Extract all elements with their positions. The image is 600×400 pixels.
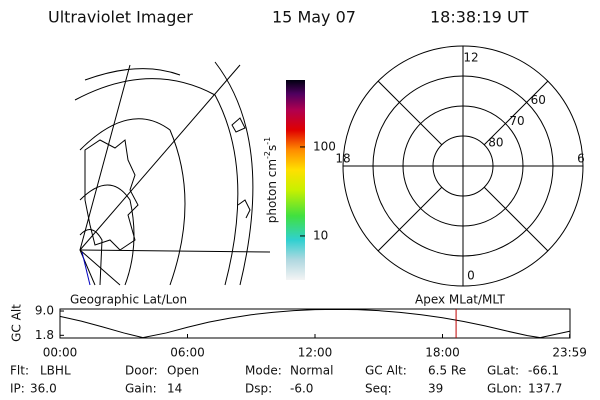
map-label: Geographic Lat/Lon [70, 293, 187, 307]
colorbar-tick-label: 10 [313, 228, 328, 242]
colorbar-label-sup: -2 [263, 151, 272, 159]
status-label: Seq: [365, 382, 392, 396]
altitude-line [59, 308, 570, 339]
status-value: 137.7 [528, 382, 562, 396]
x-tick-label: 23:59 [552, 346, 587, 360]
status-label: GLat: [487, 364, 519, 378]
y-tick-label: 1.8 [35, 328, 54, 342]
y-axis-label: GC Alt [10, 304, 24, 342]
x-tick-label: 00:00 [43, 346, 78, 360]
status-footer: Flt: LBHL Door: Open Mode: Normal GC Alt: 6.5 R… [10, 364, 562, 396]
polar-mlt-label: 6 [577, 152, 585, 166]
status-label: Gain: [125, 382, 157, 396]
polar-mlt-label: 0 [467, 269, 475, 283]
status-value: 14 [167, 382, 182, 396]
status-label: Flt: [10, 364, 29, 378]
map-arc [79, 118, 186, 286]
status-label: Dsp: [245, 382, 272, 396]
status-label: GC Alt: [365, 364, 407, 378]
status-value: Open [167, 364, 199, 378]
coastline [84, 139, 139, 251]
colorbar-label-text: photon cm [265, 159, 279, 223]
plot-frame [59, 308, 571, 339]
polar-mlt-label: 12 [463, 51, 478, 65]
polar-label: Apex MLat/MLT [415, 293, 505, 307]
date: 15 May 07 [272, 8, 356, 27]
polar-ring-label: 80 [488, 135, 503, 149]
colorbar-label: photon cm-2s-1 [263, 137, 279, 224]
polar-diagonal [483, 80, 549, 146]
colorbar-label-text: s [265, 145, 279, 151]
status-label: IP: [10, 382, 25, 396]
map-meridian [79, 249, 96, 286]
map-arc [84, 68, 181, 81]
coastline [231, 117, 251, 219]
altitude-plot: 9.0 1.8 00:00 06:00 12:00 18:00 23:59 [35, 304, 587, 360]
map-arc [74, 78, 239, 286]
polar-ring-label: 70 [509, 114, 524, 128]
map-arc [79, 184, 135, 286]
status-value: 39 [428, 382, 443, 396]
geographic-map [74, 61, 271, 286]
y-tick-label: 9.0 [35, 304, 54, 318]
map-arc [214, 61, 254, 286]
map-arc [79, 229, 103, 286]
map-parallel [79, 249, 271, 253]
status-value: -6.0 [290, 382, 313, 396]
title: Ultraviolet Imager [48, 8, 193, 27]
ground-track [81, 251, 91, 286]
status-label: GLon: [487, 382, 522, 396]
polar-diagonal [377, 80, 443, 146]
time: 18:38:19 UT [430, 8, 529, 27]
colorbar-label-sup: -1 [263, 137, 272, 145]
polar-diagonal [483, 186, 549, 252]
status-label: Door: [125, 364, 158, 378]
x-tick-label: 06:00 [170, 346, 205, 360]
status-value: 6.5 Re [428, 364, 466, 378]
status-value: 36.0 [30, 382, 57, 396]
map-meridian [79, 64, 241, 251]
colorbar-tick-label: 100 [313, 139, 336, 153]
status-value: LBHL [40, 364, 71, 378]
polar-mlt-label: 18 [335, 152, 350, 166]
map-meridian [79, 64, 131, 286]
polar-diagonal [377, 186, 443, 252]
colorbar [286, 80, 305, 280]
status-label: Mode: [245, 364, 282, 378]
x-tick-label: 12:00 [298, 346, 333, 360]
status-value: -66.1 [528, 364, 559, 378]
x-tick-label: 18:00 [425, 346, 460, 360]
polar-ring-label: 60 [531, 93, 546, 107]
status-value: Normal [290, 364, 333, 378]
